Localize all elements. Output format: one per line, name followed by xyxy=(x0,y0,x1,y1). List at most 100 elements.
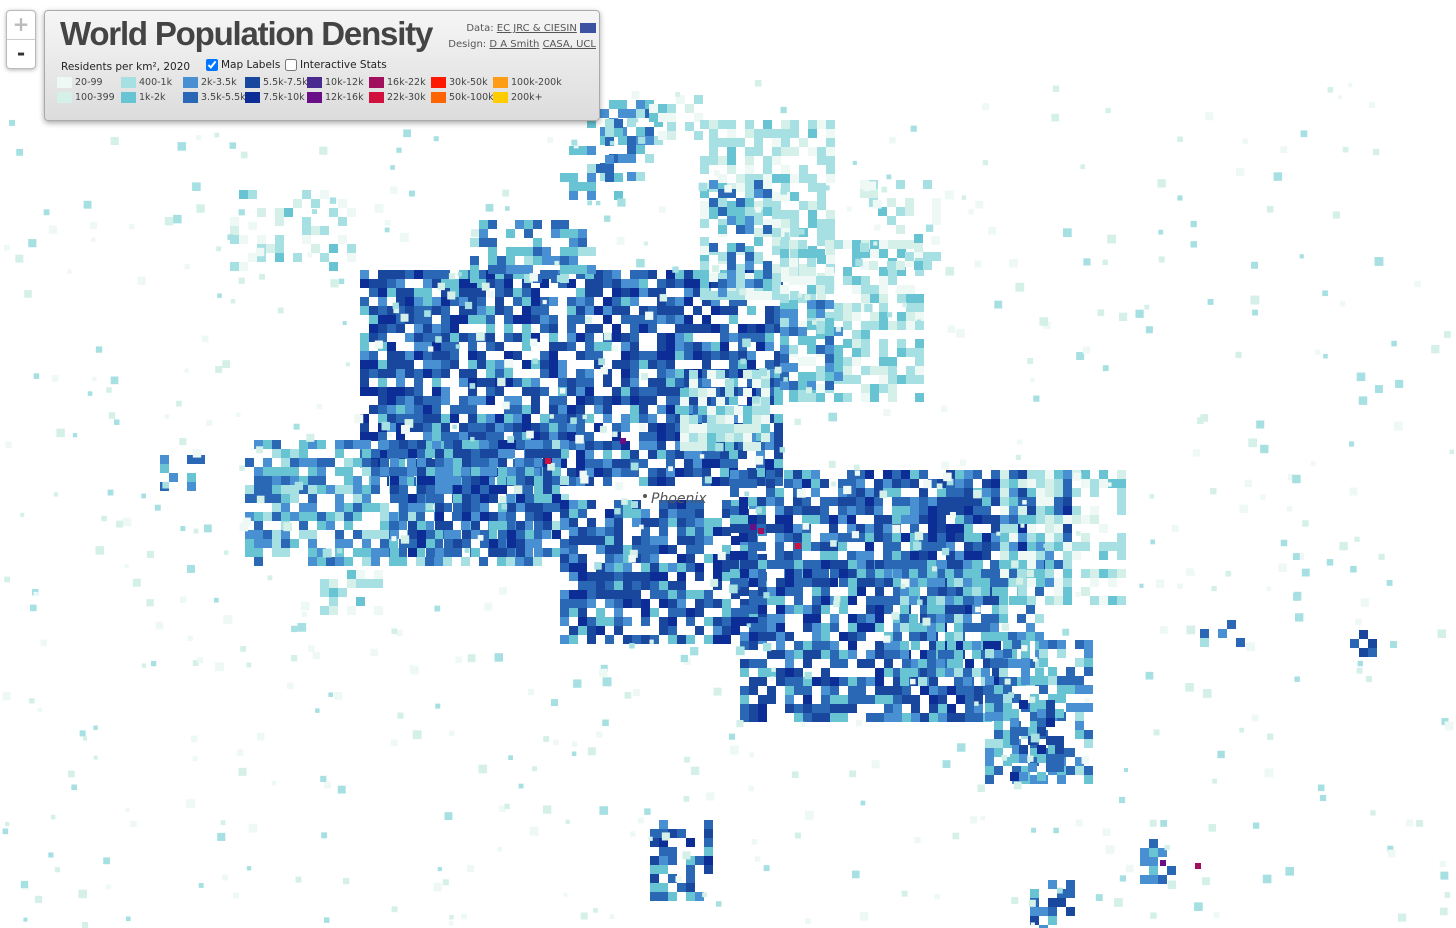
density-cell xyxy=(875,560,884,569)
density-cell xyxy=(684,468,693,477)
map-labels-option[interactable]: Map Labels xyxy=(206,59,280,71)
institution-link[interactable]: CASA, UCL xyxy=(542,39,596,50)
density-cell xyxy=(668,590,677,599)
density-cell xyxy=(820,542,829,551)
density-cell xyxy=(1236,638,1245,647)
density-cell xyxy=(766,524,775,533)
density-cell xyxy=(240,151,248,159)
density-cell xyxy=(684,459,693,468)
density-cell xyxy=(915,267,924,276)
density-cell xyxy=(329,597,338,606)
density-cell xyxy=(498,485,507,494)
density-cell xyxy=(1036,533,1045,542)
density-cell xyxy=(396,459,405,468)
density-cell xyxy=(695,599,704,608)
density-cell xyxy=(319,146,328,155)
density-cell xyxy=(963,578,972,587)
density-cell xyxy=(677,518,686,527)
density-cell xyxy=(775,542,784,551)
density-cell xyxy=(775,524,784,533)
density-cell xyxy=(649,639,654,644)
density-cell xyxy=(516,521,525,530)
density-cell xyxy=(765,441,774,450)
density-cell xyxy=(522,342,531,351)
density-cell xyxy=(353,458,362,467)
density-cell xyxy=(1090,515,1099,524)
density-cell xyxy=(738,387,747,396)
density-cell xyxy=(576,405,585,414)
checkbox[interactable] xyxy=(206,59,218,71)
zoom-in[interactable]: + xyxy=(12,12,30,36)
density-cell xyxy=(645,154,654,163)
density-cell xyxy=(774,315,783,324)
density-cell xyxy=(621,423,630,432)
density-cell xyxy=(790,291,799,300)
density-cell xyxy=(576,459,585,468)
density-cell xyxy=(1036,569,1045,578)
density-cell xyxy=(602,719,609,727)
density-cell xyxy=(110,136,119,145)
density-cell xyxy=(668,874,677,883)
density-cell xyxy=(560,440,569,449)
zoom-out[interactable]: - xyxy=(7,39,35,68)
density-cell xyxy=(991,479,1000,488)
density-cell xyxy=(758,677,767,686)
density-cell xyxy=(329,588,338,597)
density-cell xyxy=(838,515,847,524)
stats-option[interactable]: Interactive Stats xyxy=(285,59,387,71)
density-cell xyxy=(1081,533,1090,542)
density-cell xyxy=(317,440,326,449)
density-cell xyxy=(308,548,317,557)
density-cell xyxy=(534,521,543,530)
density-cell xyxy=(920,650,929,659)
density-cell xyxy=(459,297,468,306)
density-cell xyxy=(504,378,513,387)
checkbox[interactable] xyxy=(285,59,297,71)
density-cell xyxy=(630,324,639,333)
density-cell xyxy=(690,766,700,775)
data-source-link[interactable]: EC JRC & CIESIN xyxy=(496,23,577,34)
density-cell xyxy=(740,358,746,365)
density-cell xyxy=(780,240,789,249)
density-cell xyxy=(680,415,689,424)
density-cell xyxy=(533,247,542,256)
density-cell xyxy=(748,479,757,488)
density-cell xyxy=(835,326,841,332)
density-cell xyxy=(542,256,551,265)
density-cell xyxy=(95,346,103,353)
density-cell xyxy=(771,667,776,672)
density-cell xyxy=(992,605,1001,614)
density-cell xyxy=(774,351,783,360)
density-cell xyxy=(972,560,981,569)
density-cell xyxy=(378,414,387,423)
density-cell xyxy=(1008,650,1017,659)
designer-link[interactable]: D A Smith xyxy=(489,39,540,50)
density-cell xyxy=(403,129,411,138)
density-cell xyxy=(443,485,452,494)
density-cell xyxy=(693,468,702,477)
density-cell xyxy=(965,659,974,668)
density-cell xyxy=(758,713,767,722)
density-cell xyxy=(587,617,596,626)
density-cell xyxy=(716,901,722,907)
density-cell xyxy=(1027,755,1034,762)
density-cell xyxy=(981,614,990,623)
density-cell xyxy=(794,677,803,686)
density-cell xyxy=(369,333,378,342)
density-cell xyxy=(772,228,781,237)
density-cell xyxy=(1030,733,1040,743)
density-cell xyxy=(522,378,531,387)
density-cell xyxy=(914,261,923,270)
density-cell xyxy=(812,614,821,623)
density-cell xyxy=(612,288,621,297)
density-cell xyxy=(826,255,835,264)
density-cell xyxy=(1027,560,1036,569)
density-cell xyxy=(757,578,766,587)
density-cell xyxy=(834,312,843,321)
density-cell xyxy=(897,267,906,276)
density-cell xyxy=(799,174,808,183)
density-cell xyxy=(684,351,693,360)
density-cell xyxy=(533,238,542,247)
density-cell xyxy=(803,650,812,659)
density-cell xyxy=(405,360,414,369)
